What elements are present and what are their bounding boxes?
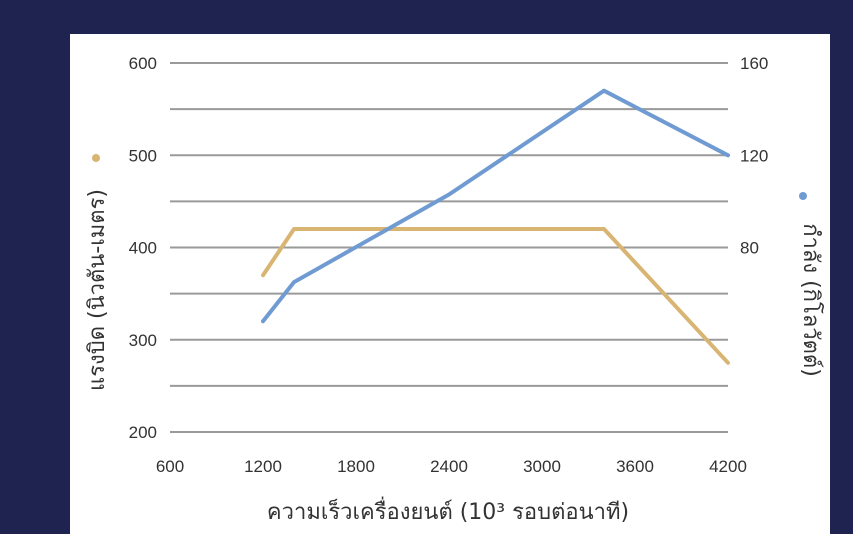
y-axis-right-title: กำลัง (กิโลวัตต์) — [798, 223, 824, 377]
x-axis-title: ความเร็วเครื่องยนต์ (10³ รอบต่อนาที) — [267, 496, 629, 525]
torque-series-line — [261, 227, 730, 365]
left-axis-legend-dot — [92, 154, 100, 162]
right-axis-legend-dot — [799, 192, 807, 200]
y-left-tick-label: 400 — [129, 239, 157, 258]
y-axis-left-title: แรงบิด (นิวตัน-เมตร) — [85, 189, 110, 391]
y-right-tick-label: 120 — [740, 146, 768, 165]
x-tick-label: 1800 — [337, 457, 375, 476]
y-left-tick-label: 600 — [129, 54, 157, 73]
x-tick-label: 3000 — [523, 457, 561, 476]
x-tick-label: 3600 — [616, 457, 654, 476]
x-tick-label: 4200 — [709, 457, 747, 476]
y-left-tick-label: 200 — [129, 423, 157, 442]
y-right-tick-label: 80 — [740, 239, 759, 258]
series-layer — [261, 88, 730, 365]
power-series-line — [261, 88, 730, 324]
y-left-tick-label: 300 — [129, 331, 157, 350]
y-left-tick-label: 500 — [129, 146, 157, 165]
gridlines — [170, 62, 728, 433]
x-tick-label: 1200 — [244, 457, 282, 476]
y-right-tick-label: 160 — [740, 54, 768, 73]
x-tick-label: 600 — [156, 457, 184, 476]
x-tick-label: 2400 — [430, 457, 468, 476]
chart-panel — [70, 34, 830, 534]
tick-labels: 200 300 400 500 600 80 120 160 600 1200 1800 2400 30… — [129, 54, 769, 476]
